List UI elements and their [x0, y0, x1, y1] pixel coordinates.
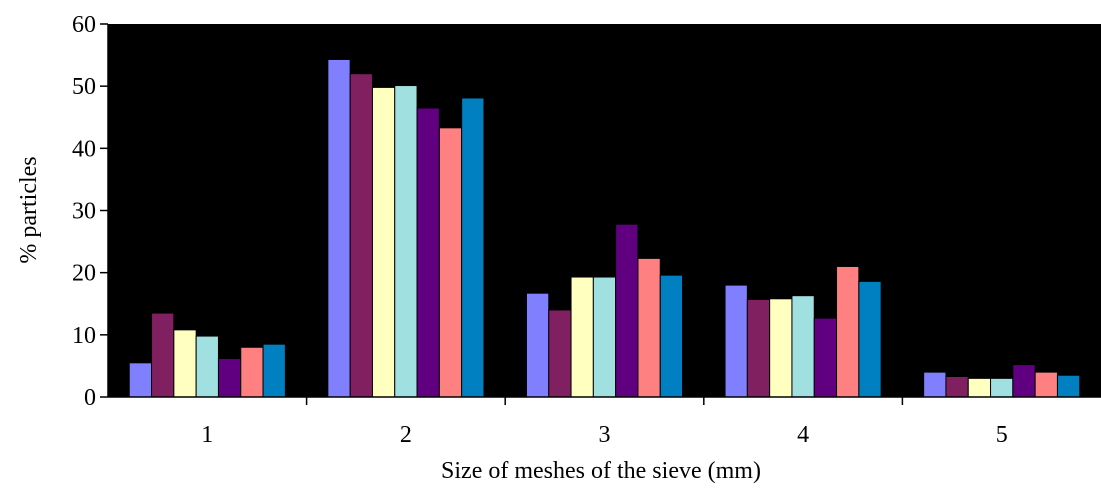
bars — [128, 58, 1081, 398]
bar — [394, 85, 418, 398]
y-tick-label: 20 — [72, 261, 96, 287]
x-axis-title: Size of meshes of the sieve (mm) — [441, 458, 761, 484]
bar — [173, 329, 197, 398]
bar — [1012, 364, 1036, 398]
bar — [1056, 374, 1081, 398]
bar — [769, 298, 793, 398]
bar — [858, 280, 882, 398]
bar — [637, 257, 661, 398]
x-tick-label: 3 — [599, 422, 611, 448]
x-axis-ticks: 1 2 3 4 5 — [201, 397, 1008, 448]
y-tick-label: 60 — [72, 12, 96, 38]
x-tick-label: 4 — [797, 422, 809, 448]
bar — [791, 295, 815, 398]
bar — [438, 127, 463, 398]
bar — [525, 292, 550, 398]
bar — [923, 371, 947, 398]
bar — [416, 107, 440, 398]
x-tick-label: 1 — [201, 422, 213, 448]
bar — [461, 97, 485, 398]
bar — [967, 377, 992, 398]
bar — [813, 317, 838, 398]
bar — [327, 58, 351, 398]
x-tick-label: 2 — [400, 422, 412, 448]
bar — [151, 312, 175, 398]
y-tick-label: 10 — [72, 323, 96, 349]
bar — [836, 265, 860, 398]
y-tick-label: 0 — [84, 385, 96, 411]
bar — [615, 223, 639, 398]
bar — [945, 375, 969, 398]
bar — [349, 73, 373, 398]
y-axis-title: % particles — [16, 156, 42, 263]
bar — [990, 377, 1014, 398]
bar — [659, 274, 684, 398]
bar — [128, 362, 153, 398]
x-tick-label: 5 — [996, 422, 1008, 448]
bar — [1034, 371, 1058, 398]
bar — [371, 86, 396, 398]
y-tick-label: 50 — [72, 74, 96, 100]
y-axis-ticks: 0 10 20 30 40 50 60 — [72, 12, 108, 411]
bar — [262, 343, 286, 398]
bar — [592, 276, 617, 398]
bar — [217, 357, 242, 398]
bar — [240, 346, 264, 398]
bar — [548, 309, 572, 398]
bar — [570, 276, 594, 398]
bar — [746, 298, 771, 398]
bar — [724, 284, 748, 398]
y-tick-label: 30 — [72, 199, 96, 225]
y-tick-label: 40 — [72, 136, 96, 162]
bar — [195, 335, 219, 398]
